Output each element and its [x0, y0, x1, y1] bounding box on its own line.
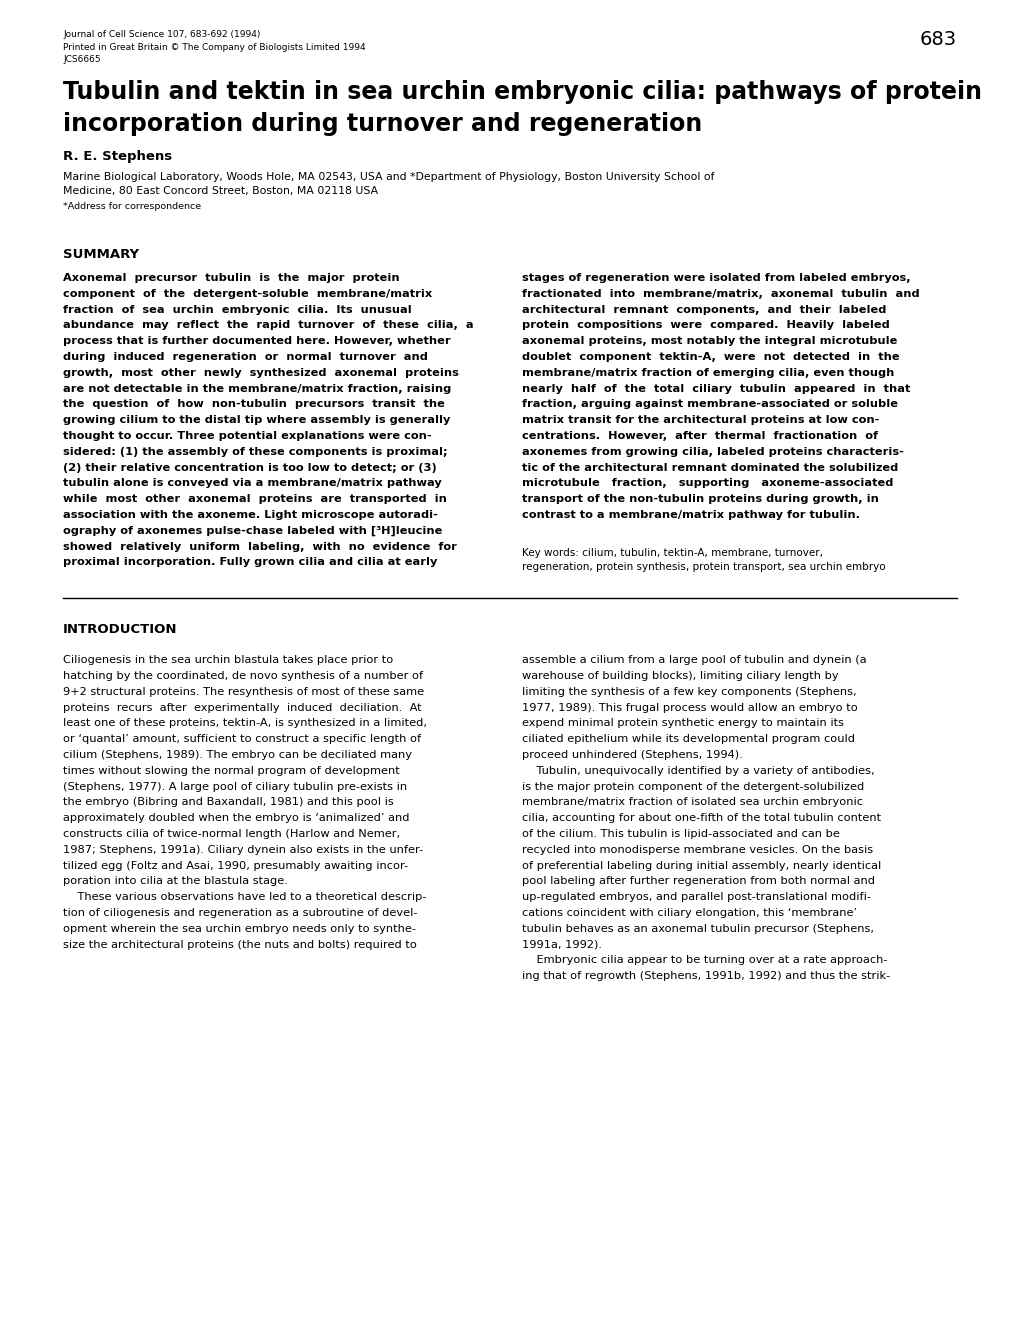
Text: size the architectural proteins (the nuts and bolts) required to: size the architectural proteins (the nut… — [63, 940, 417, 950]
Text: axonemes from growing cilia, labeled proteins characteris-: axonemes from growing cilia, labeled pro… — [522, 446, 904, 457]
Text: Printed in Great Britain © The Company of Biologists Limited 1994: Printed in Great Britain © The Company o… — [63, 42, 365, 52]
Text: cations coincident with ciliary elongation, this ‘membrane’: cations coincident with ciliary elongati… — [522, 908, 857, 918]
Text: 1987; Stephens, 1991a). Ciliary dynein also exists in the unfer-: 1987; Stephens, 1991a). Ciliary dynein a… — [63, 845, 423, 855]
Text: component  of  the  detergent-soluble  membrane/matrix: component of the detergent-soluble membr… — [63, 288, 432, 299]
Text: or ‘quantal’ amount, sufficient to construct a specific length of: or ‘quantal’ amount, sufficient to const… — [63, 734, 421, 744]
Text: Marine Biological Laboratory, Woods Hole, MA 02543, USA and *Department of Physi: Marine Biological Laboratory, Woods Hole… — [63, 173, 713, 182]
Text: nearly  half  of  the  total  ciliary  tubulin  appeared  in  that: nearly half of the total ciliary tubulin… — [522, 384, 910, 393]
Text: Ciliogenesis in the sea urchin blastula takes place prior to: Ciliogenesis in the sea urchin blastula … — [63, 655, 393, 665]
Text: tic of the architectural remnant dominated the solubilized: tic of the architectural remnant dominat… — [522, 462, 898, 473]
Text: proteins  recurs  after  experimentally  induced  deciliation.  At: proteins recurs after experimentally ind… — [63, 703, 421, 713]
Text: JCS6665: JCS6665 — [63, 54, 101, 64]
Text: (Stephens, 1977). A large pool of ciliary tubulin pre-exists in: (Stephens, 1977). A large pool of ciliar… — [63, 782, 407, 791]
Text: 1991a, 1992).: 1991a, 1992). — [522, 940, 602, 950]
Text: Axonemal  precursor  tubulin  is  the  major  protein: Axonemal precursor tubulin is the major … — [63, 274, 399, 283]
Text: cilia, accounting for about one-fifth of the total tubulin content: cilia, accounting for about one-fifth of… — [522, 813, 880, 823]
Text: hatching by the coordinated, de novo synthesis of a number of: hatching by the coordinated, de novo syn… — [63, 671, 423, 681]
Text: incorporation during turnover and regeneration: incorporation during turnover and regene… — [63, 112, 701, 135]
Text: thought to occur. Three potential explanations were con-: thought to occur. Three potential explan… — [63, 432, 431, 441]
Text: Tubulin and tektin in sea urchin embryonic cilia: pathways of protein: Tubulin and tektin in sea urchin embryon… — [63, 80, 981, 104]
Text: tion of ciliogenesis and regeneration as a subroutine of devel-: tion of ciliogenesis and regeneration as… — [63, 908, 417, 918]
Text: Journal of Cell Science 107, 683-692 (1994): Journal of Cell Science 107, 683-692 (19… — [63, 31, 260, 39]
Text: the  question  of  how  non-tubulin  precursors  transit  the: the question of how non-tubulin precurso… — [63, 400, 444, 409]
Text: poration into cilia at the blastula stage.: poration into cilia at the blastula stag… — [63, 876, 287, 886]
Text: proximal incorporation. Fully grown cilia and cilia at early: proximal incorporation. Fully grown cili… — [63, 558, 437, 567]
Text: ing that of regrowth (Stephens, 1991b, 1992) and thus the strik-: ing that of regrowth (Stephens, 1991b, 1… — [522, 971, 890, 981]
Text: 1977, 1989). This frugal process would allow an embryo to: 1977, 1989). This frugal process would a… — [522, 703, 857, 713]
Text: during  induced  regeneration  or  normal  turnover  and: during induced regeneration or normal tu… — [63, 352, 427, 363]
Text: protein  compositions  were  compared.  Heavily  labeled: protein compositions were compared. Heav… — [522, 320, 890, 331]
Text: axonemal proteins, most notably the integral microtubule: axonemal proteins, most notably the inte… — [522, 336, 897, 347]
Text: times without slowing the normal program of development: times without slowing the normal program… — [63, 766, 399, 776]
Text: fraction, arguing against membrane-associated or soluble: fraction, arguing against membrane-assoc… — [522, 400, 898, 409]
Text: fraction  of  sea  urchin  embryonic  cilia.  Its  unusual: fraction of sea urchin embryonic cilia. … — [63, 304, 412, 315]
Text: tilized egg (Foltz and Asai, 1990, presumably awaiting incor-: tilized egg (Foltz and Asai, 1990, presu… — [63, 861, 408, 871]
Text: ography of axonemes pulse-chase labeled with [³H]leucine: ography of axonemes pulse-chase labeled … — [63, 526, 442, 537]
Text: while  most  other  axonemal  proteins  are  transported  in: while most other axonemal proteins are t… — [63, 494, 446, 505]
Text: process that is further documented here. However, whether: process that is further documented here.… — [63, 336, 450, 347]
Text: assemble a cilium from a large pool of tubulin and dynein (a: assemble a cilium from a large pool of t… — [522, 655, 866, 665]
Text: Medicine, 80 East Concord Street, Boston, MA 02118 USA: Medicine, 80 East Concord Street, Boston… — [63, 186, 378, 197]
Text: These various observations have led to a theoretical descrip-: These various observations have led to a… — [63, 892, 426, 902]
Text: 9+2 structural proteins. The resynthesis of most of these same: 9+2 structural proteins. The resynthesis… — [63, 687, 424, 697]
Text: R. E. Stephens: R. E. Stephens — [63, 150, 172, 163]
Text: showed  relatively  uniform  labeling,  with  no  evidence  for: showed relatively uniform labeling, with… — [63, 542, 457, 551]
Text: tubulin behaves as an axonemal tubulin precursor (Stephens,: tubulin behaves as an axonemal tubulin p… — [522, 924, 873, 934]
Text: ciliated epithelium while its developmental program could: ciliated epithelium while its developmen… — [522, 734, 855, 744]
Text: association with the axoneme. Light microscope autoradi-: association with the axoneme. Light micr… — [63, 510, 437, 521]
Text: 683: 683 — [919, 31, 956, 49]
Text: contrast to a membrane/matrix pathway for tubulin.: contrast to a membrane/matrix pathway fo… — [522, 510, 860, 521]
Text: of preferential labeling during initial assembly, nearly identical: of preferential labeling during initial … — [522, 861, 880, 871]
Text: opment wherein the sea urchin embryo needs only to synthe-: opment wherein the sea urchin embryo nee… — [63, 924, 416, 934]
Text: stages of regeneration were isolated from labeled embryos,: stages of regeneration were isolated fro… — [522, 274, 910, 283]
Text: INTRODUCTION: INTRODUCTION — [63, 623, 177, 636]
Text: matrix transit for the architectural proteins at low con-: matrix transit for the architectural pro… — [522, 416, 879, 425]
Text: of the cilium. This tubulin is lipid-associated and can be: of the cilium. This tubulin is lipid-ass… — [522, 829, 840, 839]
Text: regeneration, protein synthesis, protein transport, sea urchin embryo: regeneration, protein synthesis, protein… — [522, 562, 886, 572]
Text: constructs cilia of twice-normal length (Harlow and Nemer,: constructs cilia of twice-normal length … — [63, 829, 399, 839]
Text: up-regulated embryos, and parallel post-translational modifi-: up-regulated embryos, and parallel post-… — [522, 892, 870, 902]
Text: growth,  most  other  newly  synthesized  axonemal  proteins: growth, most other newly synthesized axo… — [63, 368, 459, 377]
Text: fractionated  into  membrane/matrix,  axonemal  tubulin  and: fractionated into membrane/matrix, axone… — [522, 288, 919, 299]
Text: Embryonic cilia appear to be turning over at a rate approach-: Embryonic cilia appear to be turning ove… — [522, 955, 888, 965]
Text: pool labeling after further regeneration from both normal and: pool labeling after further regeneration… — [522, 876, 874, 886]
Text: least one of these proteins, tektin-A, is synthesized in a limited,: least one of these proteins, tektin-A, i… — [63, 718, 427, 728]
Text: warehouse of building blocks), limiting ciliary length by: warehouse of building blocks), limiting … — [522, 671, 839, 681]
Text: proceed unhindered (Stephens, 1994).: proceed unhindered (Stephens, 1994). — [522, 750, 743, 760]
Text: sidered: (1) the assembly of these components is proximal;: sidered: (1) the assembly of these compo… — [63, 446, 447, 457]
Text: limiting the synthesis of a few key components (Stephens,: limiting the synthesis of a few key comp… — [522, 687, 856, 697]
Text: membrane/matrix fraction of emerging cilia, even though: membrane/matrix fraction of emerging cil… — [522, 368, 894, 377]
Text: are not detectable in the membrane/matrix fraction, raising: are not detectable in the membrane/matri… — [63, 384, 450, 393]
Text: the embryo (Bibring and Baxandall, 1981) and this pool is: the embryo (Bibring and Baxandall, 1981)… — [63, 797, 393, 807]
Text: microtubule   fraction,   supporting   axoneme-associated: microtubule fraction, supporting axoneme… — [522, 478, 893, 489]
Text: cilium (Stephens, 1989). The embryo can be deciliated many: cilium (Stephens, 1989). The embryo can … — [63, 750, 412, 760]
Text: (2) their relative concentration is too low to detect; or (3): (2) their relative concentration is too … — [63, 462, 436, 473]
Text: architectural  remnant  components,  and  their  labeled: architectural remnant components, and th… — [522, 304, 886, 315]
Text: recycled into monodisperse membrane vesicles. On the basis: recycled into monodisperse membrane vesi… — [522, 845, 872, 855]
Text: is the major protein component of the detergent-solubilized: is the major protein component of the de… — [522, 782, 864, 791]
Text: doublet  component  tektin-A,  were  not  detected  in  the: doublet component tektin-A, were not det… — [522, 352, 899, 363]
Text: expend minimal protein synthetic energy to maintain its: expend minimal protein synthetic energy … — [522, 718, 844, 728]
Text: membrane/matrix fraction of isolated sea urchin embryonic: membrane/matrix fraction of isolated sea… — [522, 797, 863, 807]
Text: *Address for correspondence: *Address for correspondence — [63, 202, 201, 211]
Text: tubulin alone is conveyed via a membrane/matrix pathway: tubulin alone is conveyed via a membrane… — [63, 478, 441, 489]
Text: SUMMARY: SUMMARY — [63, 248, 139, 262]
Text: growing cilium to the distal tip where assembly is generally: growing cilium to the distal tip where a… — [63, 416, 450, 425]
Text: Tubulin, unequivocally identified by a variety of antibodies,: Tubulin, unequivocally identified by a v… — [522, 766, 874, 776]
Text: centrations.  However,  after  thermal  fractionation  of: centrations. However, after thermal frac… — [522, 432, 877, 441]
Text: abundance  may  reflect  the  rapid  turnover  of  these  cilia,  a: abundance may reflect the rapid turnover… — [63, 320, 473, 331]
Text: Key words: cilium, tubulin, tektin-A, membrane, turnover,: Key words: cilium, tubulin, tektin-A, me… — [522, 547, 822, 558]
Text: transport of the non-tubulin proteins during growth, in: transport of the non-tubulin proteins du… — [522, 494, 878, 505]
Text: approximately doubled when the embryo is ‘animalized’ and: approximately doubled when the embryo is… — [63, 813, 409, 823]
